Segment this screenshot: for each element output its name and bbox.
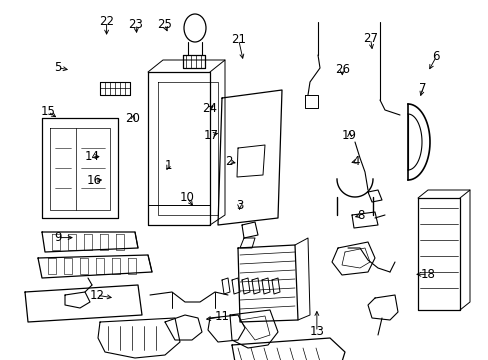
Text: 11: 11: [215, 310, 229, 323]
Text: 20: 20: [125, 112, 140, 125]
Text: 12: 12: [89, 289, 104, 302]
Text: 2: 2: [224, 155, 232, 168]
Text: 19: 19: [342, 129, 356, 141]
Text: 10: 10: [179, 191, 194, 204]
Text: 15: 15: [41, 105, 55, 118]
Text: 24: 24: [202, 102, 216, 115]
Text: 13: 13: [309, 325, 324, 338]
Text: 16: 16: [87, 174, 102, 186]
Text: 23: 23: [128, 18, 143, 31]
Text: 21: 21: [231, 33, 245, 46]
Text: 14: 14: [84, 150, 99, 163]
Text: 9: 9: [54, 231, 61, 244]
Text: 8: 8: [356, 209, 364, 222]
Text: 25: 25: [157, 18, 171, 31]
Text: 4: 4: [351, 155, 359, 168]
Text: 1: 1: [164, 159, 172, 172]
Text: 26: 26: [334, 63, 349, 76]
Text: 18: 18: [420, 268, 434, 281]
Text: 3: 3: [235, 199, 243, 212]
Text: 27: 27: [363, 32, 377, 45]
Text: 6: 6: [431, 50, 439, 63]
Text: 7: 7: [418, 82, 426, 95]
Text: 5: 5: [54, 61, 61, 74]
Text: 17: 17: [203, 129, 218, 141]
Text: 22: 22: [99, 15, 114, 28]
